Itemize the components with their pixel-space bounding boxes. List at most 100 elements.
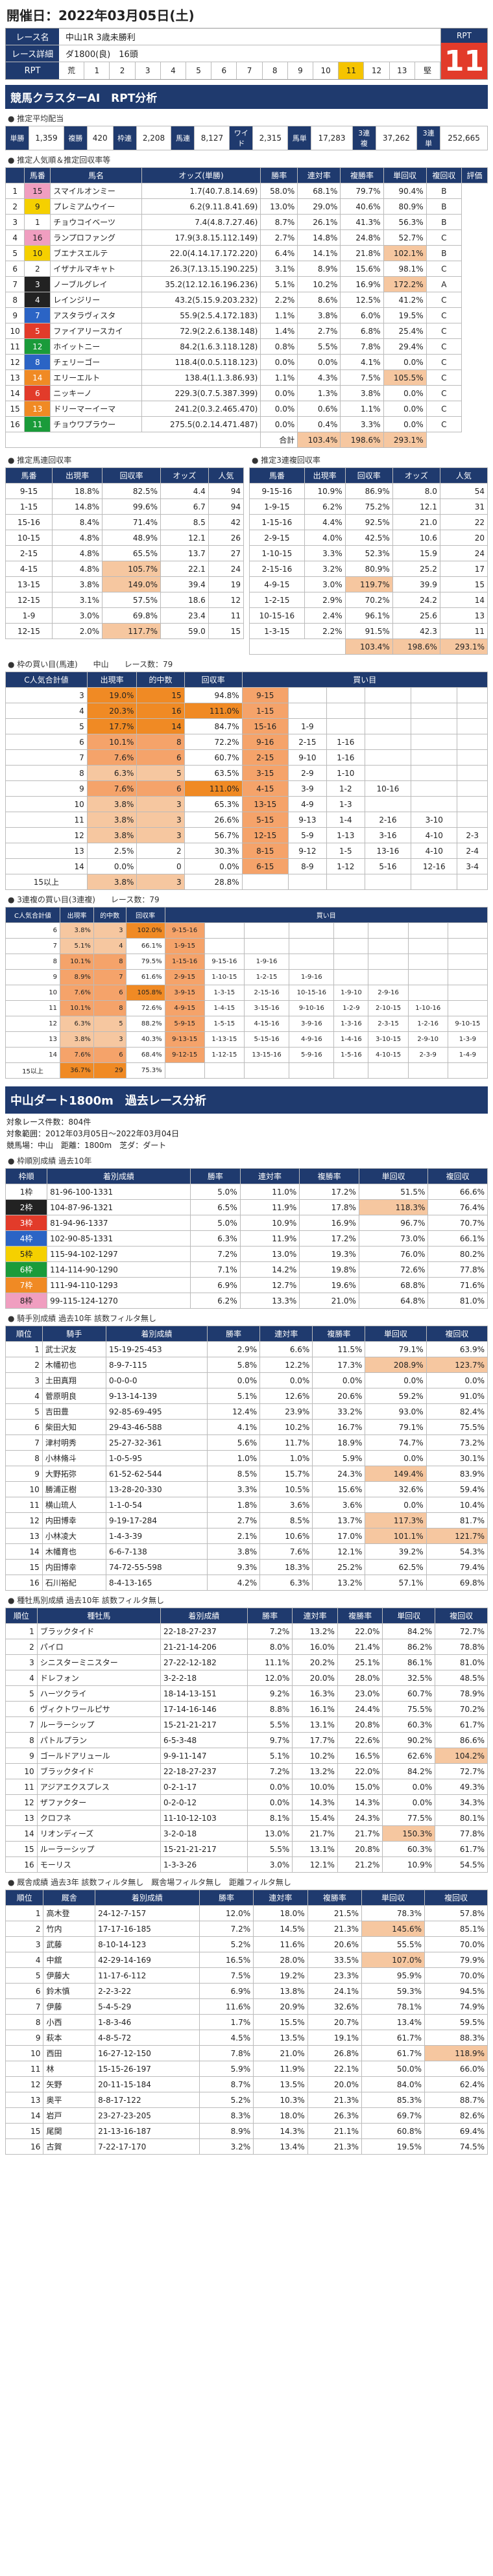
table-row[interactable]: 1 ブラックタイド 22-18-27-237 7.2% 13.2% 22.0% 84.2% 7… <box>5 1623 488 1639</box>
table-row[interactable]: 9 8.9% 7 61.6% 2-9-15 1-10-15 1-2-15 1-9-16 <box>5 969 488 985</box>
table-row[interactable]: 2枠 104-87-96-1321 6.5% 11.9% 17.8% 118.3% 76.4… <box>5 1199 488 1215</box>
table-row[interactable]: 12 内田博幸 9-19-17-284 2.7% 8.5% 13.7% 117.3% 81.7… <box>5 1512 488 1528</box>
table-row[interactable]: 2-15-16 3.2% 80.9% 25.2 17 <box>249 561 488 577</box>
table-row[interactable]: 14 岩戸 23-27-23-205 8.3% 18.0% 26.3% 69.7% 82.6% <box>5 2107 488 2124</box>
table-row[interactable]: 4-9-15 3.0% 119.7% 39.9 15 <box>249 576 488 592</box>
table-row[interactable]: 1-3-15 2.2% 91.5% 42.3 11 <box>249 623 488 639</box>
table-row[interactable]: 5 10 ブエナスエルテ 22.0(4.14.17.172.220) 6.4% 14.1%… <box>5 245 488 261</box>
table-row[interactable]: 1-15-16 4.4% 92.5% 21.0 22 <box>249 514 488 530</box>
table-row[interactable]: 1-2-15 2.9% 70.2% 24.2 14 <box>249 592 488 608</box>
table-row[interactable]: 1 15 スマイルオンミー 1.7(40.7.8.14.69) 58.0% 68.1% 79… <box>5 183 488 199</box>
table-row[interactable]: 14 0.0% 0 0.0% 6-15 8-9 1-12 5-16 12-16 3-4 <box>5 858 488 874</box>
table-row[interactable]: 2-9-15 4.0% 42.5% 10.6 20 <box>249 530 488 546</box>
table-row[interactable]: 5 17.7% 14 84.7% 15-16 1-9 <box>5 718 488 734</box>
table-row[interactable]: 6 鈴木慎 2-2-3-22 6.9% 13.8% 24.1% 59.3% 94.5% <box>5 1983 488 1999</box>
table-row[interactable]: 14 6 ニッキーノ 229.3(0.7.5.387.399) 0.0% 1.3% 3.8%… <box>5 385 488 401</box>
table-row[interactable]: 12 矢野 20-11-15-184 8.7% 13.5% 20.0% 84.0% 62.4% <box>5 2076 488 2092</box>
table-row[interactable]: 16 11 チョウワプラウー 275.5(0.2.14.471.487) 0.0% 0.4… <box>5 416 488 432</box>
table-row[interactable]: 4 16 ランプロファング 17.9(3.8.15.112.149) 2.7% 14.8%… <box>5 229 488 246</box>
table-row[interactable]: 9 7 アスタラヴィスタ 55.9(2.5.4.172.183) 1.1% 3.8% 6.0… <box>5 307 488 323</box>
table-row[interactable]: 12-15 3.1% 57.5% 18.6 12 <box>5 592 245 608</box>
table-row[interactable]: 16 石川裕紀 8-4-13-165 4.2% 6.3% 13.2% 57.1% 69.8% <box>5 1575 488 1591</box>
table-row[interactable]: 12-15 2.0% 117.7% 59.0 15 <box>5 623 245 639</box>
table-row[interactable]: 6枠 114-114-90-1290 7.1% 14.2% 19.8% 72.6% 77.8… <box>5 1261 488 1278</box>
table-row[interactable]: 3 シニスターミニスター 27-22-12-182 11.1% 20.2% 25.1% 86… <box>5 1654 488 1670</box>
table-row[interactable]: 3 19.0% 15 94.8% 9-15 <box>5 687 488 703</box>
table-row[interactable]: 3 土田真翔 0-0-0-0 0.0% 0.0% 0.0% 0.0% 0.0% <box>5 1372 488 1388</box>
table-row[interactable]: 9-15 18.8% 82.5% 4.4 94 <box>5 483 245 499</box>
table-row[interactable]: 6 柴田大知 29-43-46-588 4.1% 10.2% 16.7% 79.1% 75.5… <box>5 1419 488 1435</box>
table-row[interactable]: 11 10.1% 8 72.6% 4-9-15 1-4-15 3-15-16 9-10-16 1… <box>5 1000 488 1016</box>
table-row[interactable]: 8 パトルプラン 6-5-3-48 9.7% 17.7% 22.6% 90.2% 86.6% <box>5 1732 488 1748</box>
table-row[interactable]: 13-15 3.8% 149.0% 39.4 19 <box>5 576 245 592</box>
table-row[interactable]: 12 8 チェリーゴー 118.4(0.0.5.118.123) 0.0% 0.0% 4.1… <box>5 354 488 370</box>
table-row[interactable]: 14 リオンディーズ 3-2-0-18 13.0% 21.7% 21.7% 150.3% 77… <box>5 1825 488 1842</box>
table-row[interactable]: 5 ハーツクライ 18-14-13-151 9.2% 16.3% 23.0% 60.7% 78… <box>5 1685 488 1702</box>
table-row[interactable]: 8 6.3% 5 63.5% 3-15 2-9 1-10 <box>5 765 488 781</box>
table-row[interactable]: 13 2.5% 2 30.3% 8-15 9-12 1-5 13-16 4-10 2-4 <box>5 843 488 859</box>
table-row[interactable]: 15 内田博幸 74-72-55-598 9.3% 18.3% 25.2% 62.5% 79.… <box>5 1559 488 1575</box>
table-row[interactable]: 11 林 15-15-26-197 5.9% 11.9% 22.1% 50.0% 66.0% <box>5 2061 488 2077</box>
table-row[interactable]: 15以上 3.8% 3 28.8% <box>5 874 488 890</box>
table-row[interactable]: 6 2 イザナルマキャト 26.3(7.13.15.190.225) 3.1% 8.9% 1… <box>5 261 488 277</box>
table-row[interactable]: 11 3.8% 3 26.6% 5-15 9-13 1-4 2-16 3-10 <box>5 812 488 828</box>
table-row[interactable]: 7 3 ノーブルグレイ 35.2(12.12.16.196.236) 5.1% 10.2%… <box>5 276 488 292</box>
table-row[interactable]: 1枠 81-96-100-1331 5.0% 11.0% 17.2% 51.5% 66.6% <box>5 1184 488 1200</box>
table-row[interactable]: 10 ブラックタイド 22-18-27-237 7.2% 13.2% 22.0% 84.2%… <box>5 1763 488 1779</box>
table-row[interactable]: 15 尾関 21-13-16-187 8.9% 14.3% 21.1% 60.8% 69.4% <box>5 2123 488 2139</box>
table-row[interactable]: 10 西田 16-27-12-150 7.8% 21.0% 26.8% 61.7% 118.9… <box>5 2045 488 2061</box>
table-row[interactable]: 3 武藤 8-10-14-123 5.2% 11.6% 20.6% 55.5% 70.0% <box>5 1936 488 1952</box>
table-row[interactable]: 1-9 3.0% 69.8% 23.4 11 <box>5 607 245 624</box>
table-row[interactable]: 9 ゴールドアリュール 9-9-11-147 5.1% 10.2% 16.5% 62.6% 1… <box>5 1748 488 1764</box>
table-row[interactable]: 10 勝浦正樹 13-28-20-330 3.3% 10.5% 15.6% 32.6% 59.… <box>5 1481 488 1497</box>
table-row[interactable]: 2 木幡初也 8-9-7-115 5.8% 12.2% 17.3% 208.9% 123.7% <box>5 1357 488 1373</box>
table-row[interactable]: 10 7.6% 6 105.8% 3-9-15 1-3-15 2-15-16 10-15-16… <box>5 985 488 1001</box>
table-row[interactable]: 9 萩本 4-8-5-72 4.5% 13.5% 19.1% 61.7% 88.3% <box>5 2030 488 2046</box>
table-row[interactable]: 4 ドレフォン 3-2-2-18 12.0% 20.0% 28.0% 32.5% 48.5% <box>5 1670 488 1686</box>
table-row[interactable]: 7 5.1% 4 66.1% 1-9-15 <box>5 938 488 954</box>
table-row[interactable]: 4 中舘 42-29-14-169 16.5% 28.0% 33.5% 107.0% 79.9… <box>5 1952 488 1968</box>
table-row[interactable]: 14 7.6% 6 68.4% 9-12-15 1-12-15 13-15-16 5-9-16… <box>5 1047 488 1063</box>
table-row[interactable]: 4 20.3% 16 111.0% 1-15 <box>5 703 488 719</box>
table-row[interactable]: 12 ザファクター 0-2-0-12 0.0% 14.3% 14.3% 0.0% 34.3% <box>5 1794 488 1810</box>
table-row[interactable]: 8枠 99-115-124-1270 6.2% 13.3% 21.0% 64.8% 81.0… <box>5 1293 488 1309</box>
table-row[interactable]: 1-9-15 6.2% 75.2% 12.1 31 <box>249 498 488 515</box>
table-row[interactable]: 5 伊藤大 11-17-6-112 7.5% 19.2% 23.3% 95.9% 70.0% <box>5 1967 488 1984</box>
table-row[interactable]: 10 3.8% 3 65.3% 13-15 4-9 1-3 <box>5 796 488 812</box>
table-row[interactable]: 15以上 36.7% 29 75.3% <box>5 1062 488 1079</box>
table-row[interactable]: 3枠 81-94-96-1337 5.0% 10.9% 16.9% 96.7% 70.7% <box>5 1215 488 1231</box>
table-row[interactable]: 14 木幡育也 6-6-7-138 3.8% 7.6% 12.1% 39.2% 54.3% <box>5 1543 488 1560</box>
table-row[interactable]: 4-15 4.8% 105.7% 22.1 24 <box>5 561 245 577</box>
table-row[interactable]: 7 7.6% 6 60.7% 2-15 9-10 1-16 <box>5 749 488 766</box>
table-row[interactable]: 7 伊藤 5-4-5-29 11.6% 20.9% 32.6% 78.1% 74.9% <box>5 1998 488 2015</box>
table-row[interactable]: 6 3.8% 3 102.0% 9-15-16 <box>5 922 488 939</box>
table-row[interactable]: 10-15 4.8% 48.9% 12.1 26 <box>5 530 245 546</box>
table-row[interactable]: 13 奥平 8-8-17-122 5.2% 10.3% 21.3% 85.3% 88.7% <box>5 2092 488 2108</box>
table-row[interactable]: 4枠 102-90-85-1331 6.3% 11.9% 17.2% 73.0% 66.1% <box>5 1230 488 1247</box>
table-row[interactable]: 10 5 ファイアリースカイ 72.9(2.2.6.138.148) 1.4% 2.7% 6… <box>5 323 488 339</box>
table-row[interactable]: 9 大野拓弥 61-52-62-544 8.5% 15.7% 24.3% 149.4% 83.… <box>5 1466 488 1482</box>
table-row[interactable]: 2 パイロ 21-21-14-206 8.0% 16.0% 21.4% 86.2% 78.8% <box>5 1639 488 1655</box>
table-row[interactable]: 5 吉田豊 92-85-69-495 12.4% 23.9% 33.2% 93.0% 82.4… <box>5 1403 488 1420</box>
table-row[interactable]: 12 6.3% 5 88.2% 5-9-15 1-5-15 4-15-16 3-9-16 1-3… <box>5 1016 488 1032</box>
table-row[interactable]: 1 武士沢友 15-19-25-453 2.9% 6.6% 11.5% 79.1% 63.9% <box>5 1341 488 1357</box>
table-row[interactable]: 1-15 14.8% 99.6% 6.7 94 <box>5 498 245 515</box>
table-row[interactable]: 15 ルーラーシップ 15-21-21-217 5.5% 13.1% 20.8% 60.3%… <box>5 1841 488 1857</box>
table-row[interactable]: 8 4 レインジリー 43.2(5.15.9.203.232) 2.2% 8.6% 12.5… <box>5 292 488 308</box>
table-row[interactable]: 8 小西 1-8-3-46 1.7% 15.5% 20.7% 13.4% 59.5% <box>5 2014 488 2030</box>
table-row[interactable]: 15-16 8.4% 71.4% 8.5 42 <box>5 514 245 530</box>
table-row[interactable]: 2-15 4.8% 65.5% 13.7 27 <box>5 545 245 561</box>
table-row[interactable]: 7 ルーラーシップ 15-21-21-217 5.5% 13.1% 20.8% 60.3% 6… <box>5 1716 488 1733</box>
table-row[interactable]: 6 ヴィクトワールピサ 17-14-16-146 8.8% 16.1% 24.4% 75.5… <box>5 1701 488 1717</box>
table-row[interactable]: 1-10-15 3.3% 52.3% 15.9 24 <box>249 545 488 561</box>
table-row[interactable]: 13 クロフネ 11-10-12-103 8.1% 15.4% 24.3% 77.5% 80.… <box>5 1810 488 1826</box>
table-row[interactable]: 13 14 エリーエルト 138.4(1.1.3.86.93) 1.1% 4.3% 7.5%… <box>5 369 488 386</box>
table-row[interactable]: 6 10.1% 8 72.2% 9-16 2-15 1-16 <box>5 734 488 750</box>
table-row[interactable]: 3 1 チョウコイベーツ 7.4(4.8.7.27.46) 8.7% 26.1% 41.3%… <box>5 214 488 230</box>
table-row[interactable]: 8 10.1% 8 79.5% 1-15-16 9-15-16 1-9-16 <box>5 954 488 970</box>
table-row[interactable]: 4 菅原明良 9-13-14-139 5.1% 12.6% 20.6% 59.2% 91.0% <box>5 1388 488 1404</box>
table-row[interactable]: 9-15-16 10.9% 86.9% 8.0 54 <box>249 483 488 499</box>
table-row[interactable]: 13 小林凌大 1-4-3-39 2.1% 10.6% 17.0% 101.1% 121.7% <box>5 1528 488 1544</box>
table-row[interactable]: 13 3.8% 3 40.3% 9-13-15 1-13-15 5-15-16 4-9-16 1… <box>5 1031 488 1048</box>
table-row[interactable]: 9 7.6% 6 111.0% 4-15 3-9 1-2 10-16 <box>5 780 488 797</box>
